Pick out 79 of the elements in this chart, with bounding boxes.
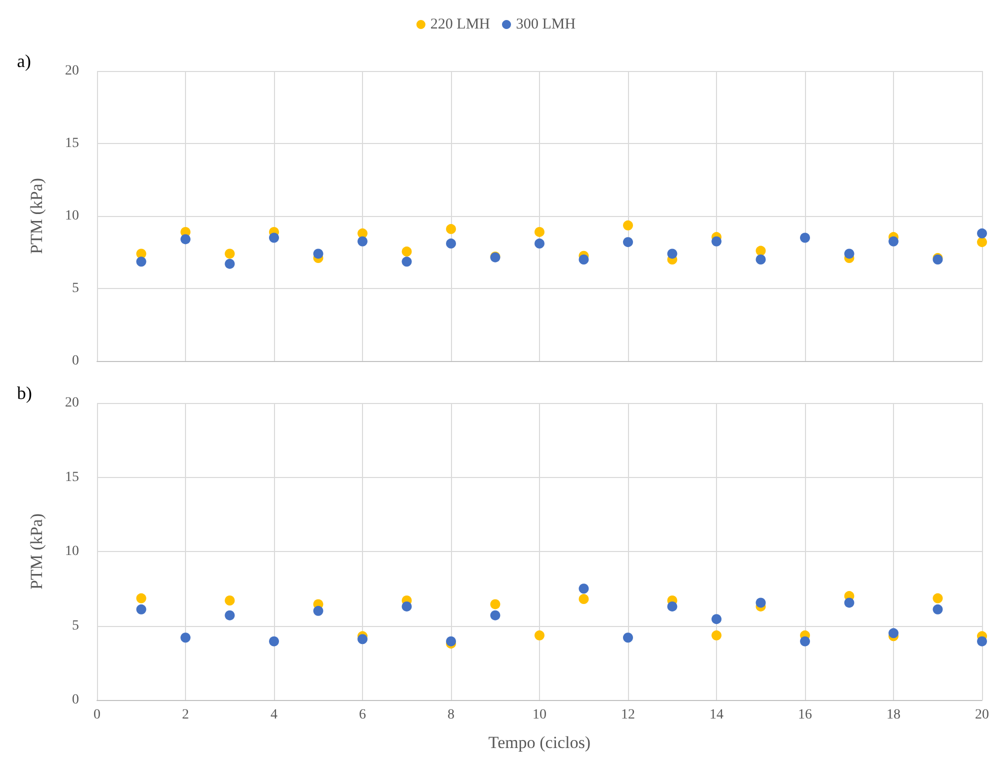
x-tick-label: 18	[886, 708, 900, 722]
point	[932, 604, 943, 614]
point	[180, 234, 190, 244]
point	[578, 594, 589, 604]
point	[136, 256, 146, 267]
point	[490, 610, 500, 620]
point	[800, 232, 810, 243]
x-tick-label: 4	[270, 708, 278, 722]
point	[712, 614, 722, 624]
y-tick-label: 5	[72, 281, 79, 296]
point	[756, 598, 766, 608]
point	[667, 601, 678, 612]
x-axis-title: Tempo (ciclos)	[488, 733, 591, 752]
point	[756, 254, 766, 264]
point	[313, 606, 324, 616]
point	[358, 236, 368, 246]
point	[667, 248, 678, 259]
y-tick-label: 20	[65, 64, 79, 78]
y-tick-label: 20	[65, 396, 79, 410]
x-tick-label: 14	[710, 708, 724, 722]
point	[446, 238, 456, 249]
point	[224, 258, 235, 269]
point	[977, 228, 987, 238]
point	[269, 636, 279, 646]
point	[534, 630, 544, 640]
y-tick-label: 10	[65, 544, 79, 559]
point	[224, 610, 235, 620]
point	[888, 236, 898, 246]
x-tick-label: 8	[448, 708, 454, 722]
y-axis-title: PTM (kPa)	[27, 178, 46, 254]
point	[977, 636, 987, 646]
x-tick-label: 12	[621, 708, 635, 722]
point	[446, 224, 456, 234]
y-tick-label: 5	[72, 618, 79, 634]
point	[977, 237, 987, 248]
point	[712, 236, 722, 246]
point	[313, 248, 324, 259]
point	[712, 630, 722, 640]
y-tick-label: 0	[72, 692, 79, 708]
point	[136, 593, 146, 604]
point	[180, 632, 190, 643]
point	[136, 604, 146, 614]
point	[358, 634, 368, 644]
x-tick-label: 10	[532, 708, 546, 722]
point	[623, 220, 633, 230]
point	[534, 226, 544, 237]
point	[623, 237, 633, 248]
y-axis-title: PTM (kPa)	[27, 513, 46, 590]
point	[932, 593, 943, 604]
x-tick-label: 6	[359, 708, 366, 722]
point	[534, 238, 544, 249]
y-tick-label: 0	[72, 354, 79, 368]
y-tick-label: 15	[65, 136, 79, 151]
point	[756, 246, 766, 256]
y-tick-label: 10	[65, 208, 79, 224]
point	[490, 599, 500, 610]
legend-label: 220 LMH	[430, 16, 490, 32]
point	[578, 584, 589, 594]
point	[888, 628, 898, 638]
point	[800, 636, 810, 646]
point	[844, 248, 854, 259]
x-tick-label: 20	[975, 708, 989, 722]
legend-label: 300 LMH	[516, 16, 576, 32]
point	[623, 632, 633, 643]
point	[402, 246, 412, 257]
point	[402, 256, 412, 267]
point	[269, 232, 279, 243]
point	[402, 601, 412, 612]
x-tick-label: 0	[94, 708, 100, 722]
chart-title: b)	[17, 383, 32, 403]
point	[578, 254, 589, 264]
x-tick-label: 2	[182, 708, 189, 722]
point	[224, 596, 235, 606]
y-tick-label: 15	[65, 470, 79, 485]
x-tick-label: 16	[798, 708, 812, 722]
point	[844, 598, 854, 608]
chart-title: a)	[17, 51, 31, 71]
point	[224, 248, 235, 259]
point	[446, 636, 456, 646]
